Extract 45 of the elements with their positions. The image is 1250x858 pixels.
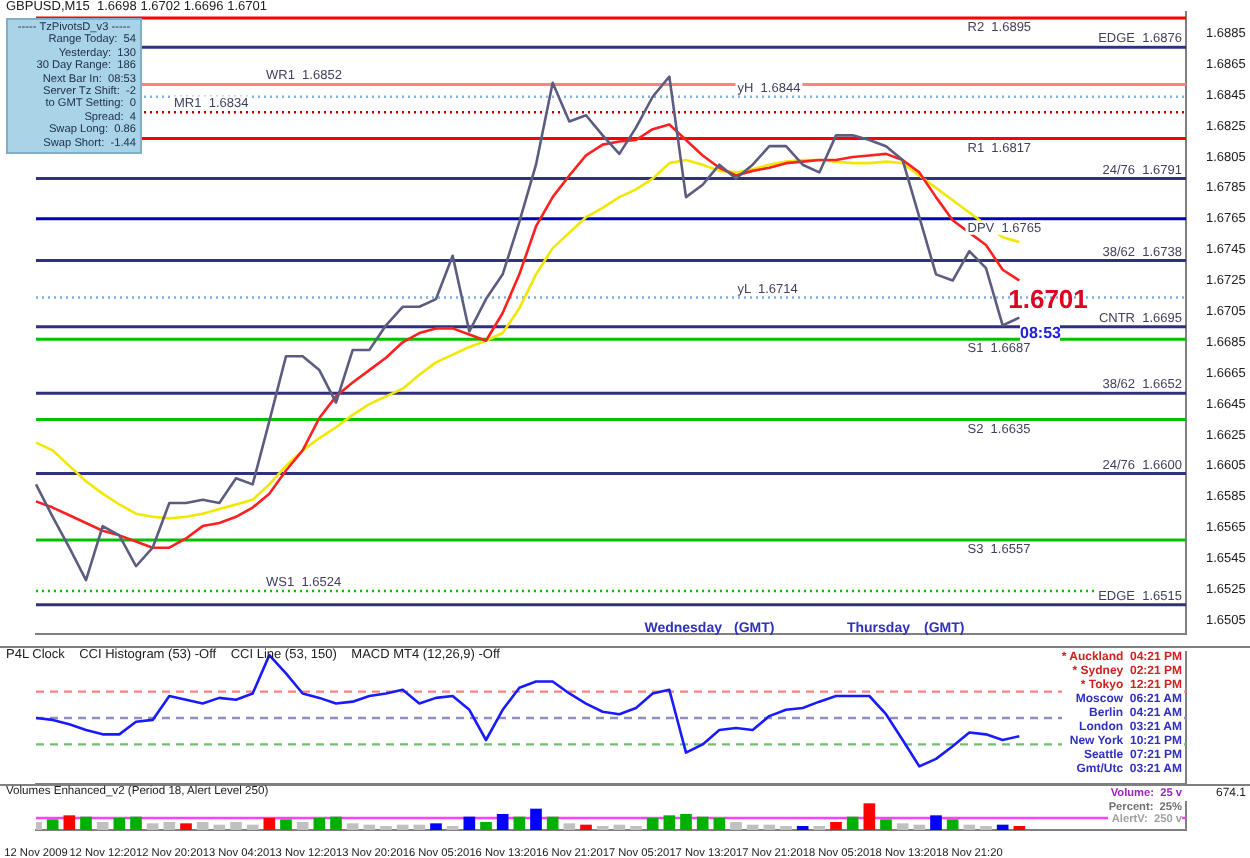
bar bbox=[880, 819, 892, 830]
bar bbox=[163, 822, 176, 830]
annotation: 08:53 bbox=[1020, 324, 1061, 342]
bar bbox=[463, 816, 476, 830]
bar bbox=[113, 818, 126, 830]
bar bbox=[430, 823, 442, 830]
bar bbox=[746, 824, 759, 830]
bar bbox=[663, 815, 676, 830]
bar bbox=[946, 819, 959, 830]
bar bbox=[46, 819, 59, 830]
bar bbox=[930, 815, 942, 830]
bar bbox=[680, 814, 692, 830]
bar bbox=[696, 816, 709, 830]
bar bbox=[730, 822, 742, 830]
bar bbox=[80, 816, 92, 830]
bar bbox=[280, 819, 292, 830]
bar bbox=[830, 822, 842, 830]
bar bbox=[63, 815, 76, 830]
bar bbox=[246, 824, 259, 830]
bar bbox=[496, 814, 509, 830]
bar bbox=[513, 816, 526, 830]
bar bbox=[563, 823, 576, 830]
annotation: 1.6701 bbox=[1008, 283, 1088, 314]
bar bbox=[580, 824, 592, 830]
bar bbox=[296, 822, 309, 830]
bar bbox=[313, 818, 326, 830]
bar bbox=[846, 816, 859, 830]
bar bbox=[330, 816, 342, 830]
bar bbox=[863, 803, 876, 830]
bar bbox=[480, 822, 492, 830]
bar bbox=[546, 816, 559, 830]
bar bbox=[530, 808, 542, 830]
bar bbox=[196, 822, 209, 830]
bar bbox=[263, 818, 276, 830]
bar bbox=[146, 823, 159, 830]
bar bbox=[96, 822, 109, 830]
bar bbox=[180, 823, 192, 830]
bar bbox=[230, 822, 242, 830]
bar bbox=[996, 824, 1009, 830]
bar bbox=[130, 816, 142, 830]
bar bbox=[346, 823, 359, 830]
bar bbox=[713, 818, 726, 830]
bar bbox=[646, 818, 659, 830]
bar bbox=[896, 823, 909, 830]
bar bbox=[396, 824, 409, 830]
